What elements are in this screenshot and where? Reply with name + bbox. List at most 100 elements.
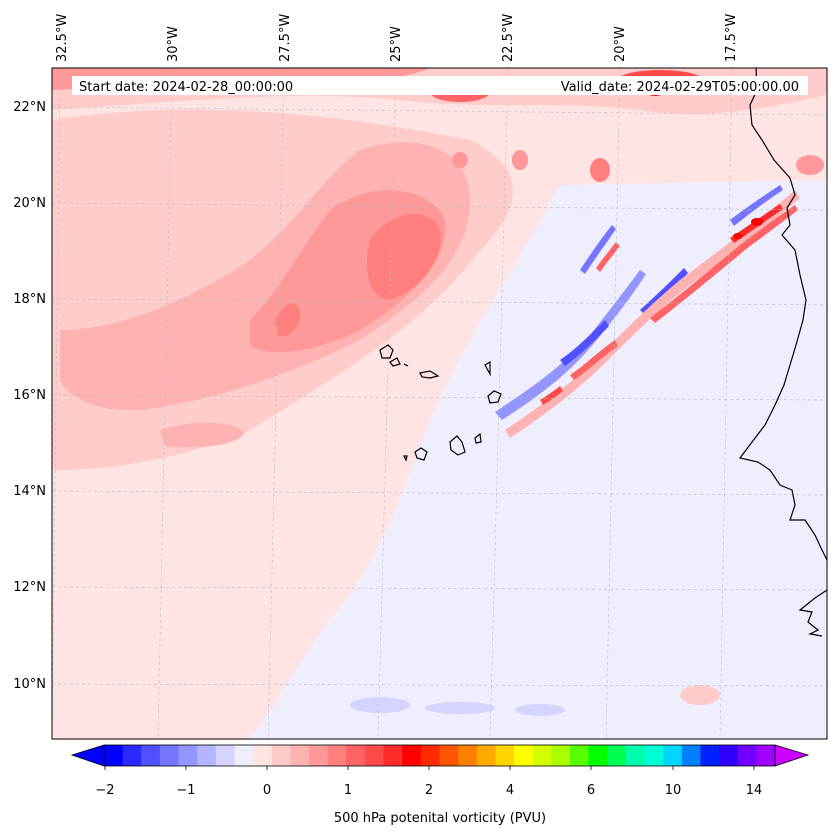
longitude-label: 17.5°W <box>724 14 739 62</box>
colorbar-cell <box>607 745 627 766</box>
cape-verde-island <box>403 455 408 462</box>
colorbar: −2 −1 0 1 2 4 6 10 14 500 hPa potenital … <box>70 744 810 826</box>
longitude-label: 22.5°W <box>501 14 516 62</box>
pv-south-low <box>515 704 565 716</box>
colorbar-cell <box>719 745 739 766</box>
colorbar-cell <box>104 745 124 766</box>
colorbar-cell <box>551 745 571 766</box>
pv-south-low <box>350 697 410 713</box>
pv-north-core <box>796 155 824 175</box>
colorbar-cell <box>569 745 590 766</box>
colorbar-tick-label: 14 <box>746 783 763 798</box>
pv-dipole-streaks <box>495 185 800 438</box>
colorbar-cell <box>663 745 683 766</box>
colorbar-cell <box>122 745 142 766</box>
colorbar-tick-label: 1 <box>344 783 352 798</box>
date-annotation-bar: Start date: 2024-02-28_00:00:00 Valid_da… <box>72 76 808 95</box>
colorbar-cell <box>737 745 757 766</box>
colorbar-cell <box>327 745 347 766</box>
longitude-label: 20°W <box>613 26 628 62</box>
latitude-label: 10°N <box>13 677 46 692</box>
longitude-label: 25°W <box>389 26 404 62</box>
latitude-label: 20°N <box>13 196 46 211</box>
latitude-label: 18°N <box>13 292 46 307</box>
colorbar-cell <box>197 745 217 766</box>
latitude-label: 12°N <box>13 580 46 595</box>
colorbar-cell <box>253 745 273 766</box>
pv-positive-core <box>275 303 300 337</box>
colorbar-tick-label: 10 <box>665 783 682 798</box>
colorbar-cell <box>402 745 422 766</box>
cape-verde-island <box>484 360 491 377</box>
valid-date-label: Valid_date: 2024-02-29T05:00:00.00 <box>561 80 799 95</box>
colorbar-label: 500 hPa potenital vorticity (PVU) <box>334 811 546 826</box>
pv-low-region <box>250 180 827 739</box>
colorbar-tick-label: 2 <box>425 783 433 798</box>
colorbar-cells <box>104 745 776 766</box>
colorbar-over-triangle <box>774 744 810 767</box>
latitude-labels: 22°N 20°N 18°N 16°N 14°N 12°N 10°N <box>13 100 46 692</box>
cape-verde-island <box>487 390 502 404</box>
cape-verde-island <box>449 435 466 456</box>
pv-north-core <box>452 152 468 168</box>
pv-contour-field <box>52 68 827 739</box>
colorbar-cell <box>309 745 329 766</box>
africa-coastline-south <box>798 589 828 637</box>
pv-positive-core <box>160 422 245 448</box>
pv-positive-core <box>366 213 441 300</box>
coastlines <box>379 67 828 637</box>
colorbar-cell <box>681 745 701 766</box>
colorbar-cell <box>271 745 291 766</box>
colorbar-cell <box>439 745 459 766</box>
colorbar-cell <box>532 745 552 766</box>
colorbar-cell <box>234 745 254 766</box>
colorbar-cell <box>178 745 198 766</box>
colorbar-cell <box>420 745 440 766</box>
latitude-label: 22°N <box>13 100 46 115</box>
colorbar-cell <box>215 745 235 766</box>
colorbar-cell <box>290 745 310 766</box>
pv-north-core <box>590 158 610 182</box>
latitude-label: 16°N <box>13 388 46 403</box>
colorbar-tick-label: −2 <box>95 783 114 798</box>
date-annotation-background <box>72 76 808 95</box>
map-graticule <box>51 67 828 740</box>
colorbar-cell <box>756 745 776 766</box>
longitude-label: 30°W <box>166 26 181 62</box>
colorbar-cell <box>141 745 161 766</box>
colorbar-cell <box>625 745 646 766</box>
colorbar-cell <box>364 745 385 766</box>
colorbar-ticks <box>104 766 755 770</box>
cape-verde-island <box>403 363 409 367</box>
colorbar-cell <box>476 745 496 766</box>
colorbar-tick-label: 4 <box>506 783 514 798</box>
cape-verde-island <box>474 432 482 444</box>
cape-verde-island <box>414 447 428 461</box>
colorbar-cell <box>588 745 608 766</box>
cape-verde-island <box>419 370 440 379</box>
longitude-label: 32.5°W <box>55 14 70 62</box>
pv-south-low <box>680 685 720 705</box>
colorbar-cell <box>159 745 180 766</box>
longitude-labels: 32.5°W 30°W 27.5°W 25°W 22.5°W 20°W 17.5… <box>55 14 739 62</box>
cape-verde-island <box>389 357 401 367</box>
colorbar-cell <box>458 745 478 766</box>
africa-coastline <box>738 67 828 561</box>
longitude-label: 27.5°W <box>278 14 293 62</box>
colorbar-tick-labels: −2 −1 0 1 2 4 6 10 14 <box>95 783 762 798</box>
map-frame <box>51 67 828 740</box>
colorbar-cell <box>644 745 664 766</box>
colorbar-tick-label: 0 <box>263 783 271 798</box>
colorbar-tick-label: 6 <box>587 783 595 798</box>
colorbar-cell <box>383 745 403 766</box>
colorbar-cell <box>346 745 366 766</box>
map-panel <box>51 67 828 740</box>
start-date-label: Start date: 2024-02-28_00:00:00 <box>79 80 293 95</box>
latitude-label: 14°N <box>13 484 46 499</box>
colorbar-cell <box>514 745 534 766</box>
colorbar-tick-label: −1 <box>176 783 195 798</box>
colorbar-cell <box>700 745 720 766</box>
colorbar-under-triangle <box>70 744 105 767</box>
colorbar-frame <box>103 744 776 767</box>
